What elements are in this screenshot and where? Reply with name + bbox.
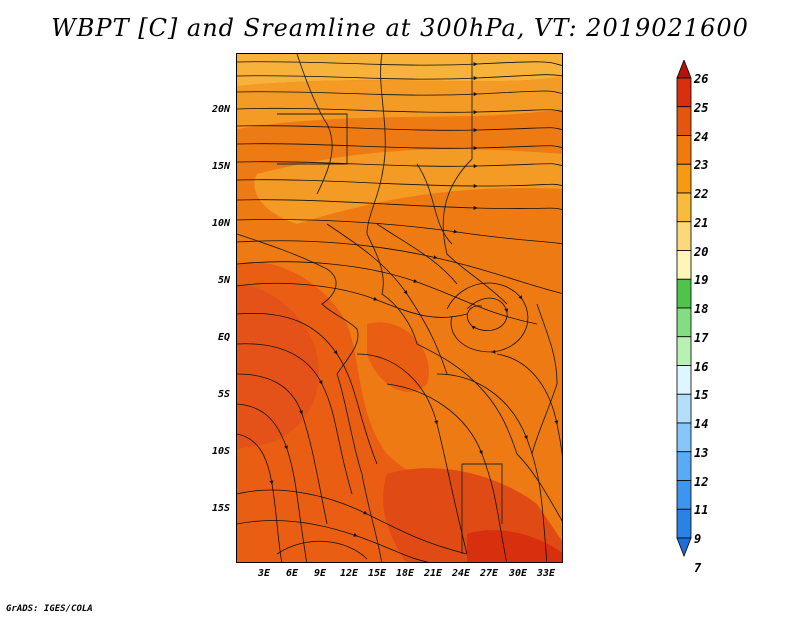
lat-label-5s: 5S	[217, 389, 230, 400]
colorbar-segment	[676, 106, 692, 136]
colorbar-segment	[676, 278, 692, 309]
colorbar-segment	[676, 508, 692, 539]
colorbar-segment	[676, 307, 692, 338]
lon-label-6e: 6E	[285, 568, 299, 579]
colorbar-segment	[676, 163, 692, 194]
colorbar-label: 12	[694, 474, 709, 489]
shade-hot-south	[467, 530, 562, 562]
colorbar-segment	[676, 480, 692, 510]
streamlines	[237, 61, 562, 562]
colorbar-label: 17	[694, 330, 709, 345]
colorbar-label: 23	[694, 158, 709, 173]
grads-footer: GrADS: IGES/COLA	[6, 604, 93, 614]
colorbar-segment	[676, 451, 692, 481]
colorbar-label: 20	[694, 244, 709, 259]
colorbar-label: 18	[694, 302, 709, 316]
colorbar-segment	[676, 393, 692, 424]
colorbar-segment	[676, 336, 692, 366]
lat-label-eq: EQ	[217, 332, 230, 343]
colorbar-label: 16	[694, 359, 709, 374]
lon-label-27e: 27E	[479, 568, 499, 579]
colorbar-label: 9	[694, 532, 702, 546]
lon-label-33e: 33E	[536, 568, 556, 579]
colorbar-label: 13	[694, 445, 709, 460]
colorbar-segment	[676, 135, 692, 165]
colorbar-segment	[676, 221, 692, 251]
colorbar-label: 24	[694, 129, 709, 144]
colorbar-segment	[676, 250, 692, 280]
map-panel	[236, 53, 563, 563]
lon-label-15e: 15E	[367, 568, 387, 579]
colorbar-segment	[676, 365, 692, 395]
shade-warm-congo	[367, 322, 429, 393]
colorbar-segment	[676, 77, 692, 108]
colorbar-label: 14	[694, 417, 709, 431]
colorbar-segment	[676, 192, 692, 223]
lon-label-30e: 30E	[508, 568, 528, 579]
shade-band-15	[254, 149, 562, 224]
lon-label-12e: 12E	[339, 568, 359, 579]
colorbar-label: 19	[694, 273, 709, 288]
lat-label-15s: 15S	[211, 503, 230, 514]
colorbar-label: 7	[694, 560, 702, 575]
colorbar-label: 25	[694, 100, 709, 115]
lat-label-10n: 10N	[211, 218, 230, 229]
lon-label-24e: 24E	[451, 568, 471, 579]
shade-warm-core	[237, 284, 319, 449]
lon-label-21e: 21E	[423, 568, 443, 579]
colorbar-label: 21	[694, 215, 709, 230]
lon-label-18e: 18E	[395, 568, 415, 579]
colorbar-label: 11	[694, 503, 709, 518]
colorbar-top-triangle	[676, 60, 692, 79]
lon-label-9e: 9E	[313, 568, 327, 579]
wbpt-field	[237, 54, 562, 562]
lat-label-5n: 5N	[217, 275, 230, 286]
map-title: WBPT [C] and Sreamline at 300hPa, VT: 20…	[51, 14, 749, 42]
colorbar	[676, 60, 692, 558]
colorbar-label: 26	[694, 72, 709, 86]
lat-label-15n: 15N	[211, 161, 230, 172]
lat-label-10s: 10S	[211, 446, 230, 457]
colorbar-segment	[676, 422, 692, 453]
shade-band-20	[237, 76, 562, 129]
colorbar-label: 22	[694, 187, 709, 201]
lon-label-3e: 3E	[257, 568, 271, 579]
colorbar-bottom-triangle	[676, 537, 692, 558]
lat-label-20n: 20N	[211, 104, 230, 115]
colorbar-label: 15	[694, 388, 709, 403]
